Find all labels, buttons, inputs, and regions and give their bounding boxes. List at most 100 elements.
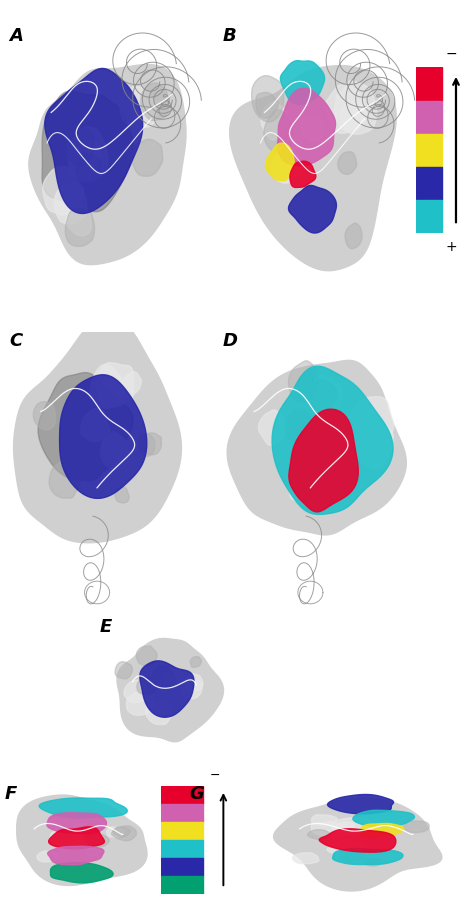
Polygon shape (79, 141, 101, 167)
Polygon shape (292, 853, 319, 864)
Polygon shape (47, 813, 107, 833)
Bar (161, 804, 203, 822)
Polygon shape (140, 661, 194, 718)
Polygon shape (33, 401, 55, 430)
Polygon shape (338, 152, 356, 174)
Polygon shape (102, 435, 124, 460)
Polygon shape (81, 409, 109, 442)
Polygon shape (265, 143, 294, 180)
Polygon shape (17, 795, 147, 885)
Text: G: G (190, 785, 204, 803)
Polygon shape (37, 851, 58, 862)
Polygon shape (331, 817, 372, 835)
Polygon shape (326, 85, 365, 133)
Polygon shape (45, 68, 143, 214)
Bar (161, 786, 203, 804)
Bar (416, 67, 442, 101)
Polygon shape (290, 161, 316, 188)
Polygon shape (272, 148, 301, 183)
Polygon shape (227, 360, 406, 535)
Polygon shape (141, 83, 169, 120)
Text: A: A (9, 27, 23, 45)
Polygon shape (100, 432, 129, 469)
Polygon shape (137, 646, 157, 665)
Polygon shape (360, 829, 379, 838)
Polygon shape (264, 110, 292, 154)
Polygon shape (308, 453, 345, 494)
Bar (161, 840, 203, 858)
Polygon shape (146, 702, 173, 725)
Polygon shape (272, 366, 393, 515)
Text: D: D (223, 332, 238, 350)
Polygon shape (310, 380, 337, 411)
Polygon shape (50, 830, 81, 847)
Polygon shape (353, 810, 414, 827)
Polygon shape (42, 92, 134, 212)
Polygon shape (261, 101, 288, 140)
Polygon shape (86, 834, 109, 847)
Polygon shape (256, 92, 279, 119)
Polygon shape (359, 823, 404, 837)
Polygon shape (124, 681, 149, 702)
Polygon shape (311, 814, 337, 825)
Polygon shape (403, 821, 429, 832)
Polygon shape (49, 460, 81, 498)
Polygon shape (356, 422, 393, 470)
Polygon shape (341, 101, 366, 131)
Polygon shape (66, 202, 91, 235)
Bar (161, 822, 203, 840)
Polygon shape (67, 127, 108, 181)
Polygon shape (297, 374, 314, 392)
Polygon shape (115, 487, 129, 503)
Polygon shape (308, 830, 332, 840)
Text: −: − (210, 769, 220, 781)
Polygon shape (29, 65, 186, 265)
Polygon shape (310, 375, 342, 413)
Polygon shape (48, 846, 104, 865)
Polygon shape (14, 316, 182, 542)
Polygon shape (87, 848, 100, 856)
Polygon shape (328, 795, 393, 814)
Polygon shape (182, 678, 202, 699)
Polygon shape (345, 223, 362, 249)
Polygon shape (278, 88, 336, 166)
Polygon shape (190, 656, 201, 667)
Polygon shape (334, 822, 355, 830)
Polygon shape (123, 372, 142, 395)
Polygon shape (319, 829, 396, 852)
Polygon shape (138, 435, 155, 456)
Polygon shape (289, 409, 358, 512)
Bar (416, 200, 442, 233)
Polygon shape (111, 826, 137, 841)
Polygon shape (348, 397, 394, 447)
Polygon shape (132, 139, 163, 176)
Bar (161, 858, 203, 876)
Polygon shape (335, 81, 377, 135)
Bar (416, 101, 442, 134)
Polygon shape (153, 665, 175, 687)
Bar (416, 167, 442, 200)
Bar (161, 876, 203, 894)
Polygon shape (301, 115, 324, 141)
Polygon shape (285, 409, 313, 445)
Polygon shape (38, 373, 133, 480)
Polygon shape (72, 824, 91, 834)
Polygon shape (273, 798, 442, 891)
Polygon shape (184, 674, 203, 691)
Polygon shape (39, 798, 128, 818)
Polygon shape (53, 810, 68, 818)
Polygon shape (117, 638, 223, 742)
Polygon shape (137, 677, 156, 695)
Bar (416, 134, 442, 167)
Polygon shape (281, 61, 325, 104)
Polygon shape (54, 183, 87, 224)
Polygon shape (127, 691, 154, 715)
Polygon shape (90, 365, 125, 409)
Polygon shape (66, 128, 94, 166)
Polygon shape (65, 208, 94, 246)
Polygon shape (252, 75, 284, 122)
Polygon shape (289, 361, 319, 402)
Polygon shape (339, 849, 366, 861)
Polygon shape (163, 669, 183, 686)
Polygon shape (333, 849, 403, 865)
